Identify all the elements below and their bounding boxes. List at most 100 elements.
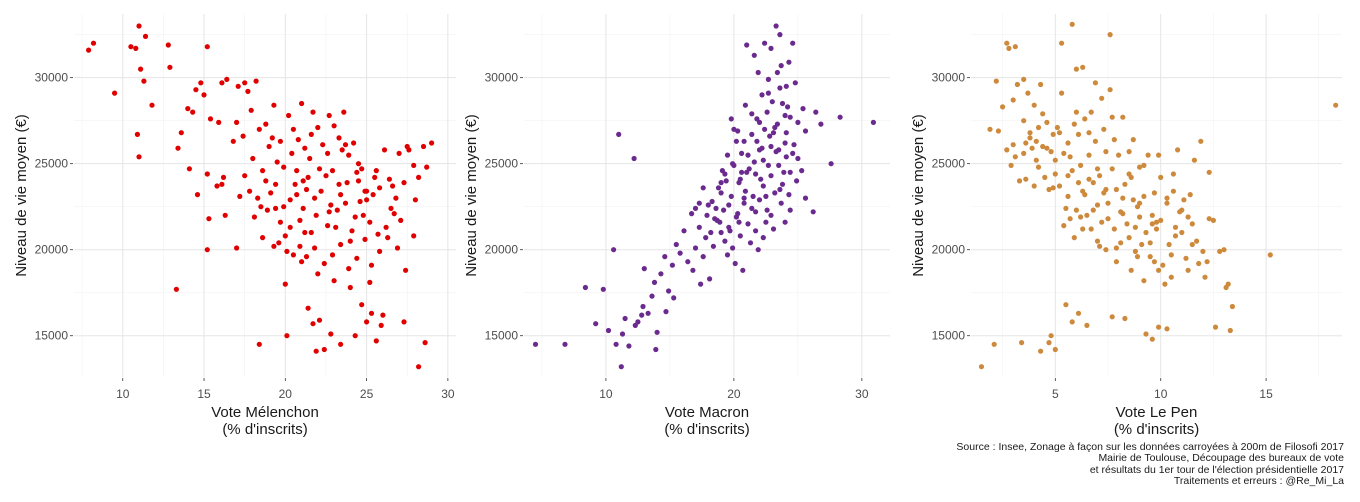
data-point bbox=[271, 243, 277, 249]
data-point bbox=[1107, 31, 1113, 38]
data-point bbox=[732, 260, 738, 267]
data-point bbox=[639, 312, 645, 318]
data-point bbox=[751, 159, 757, 165]
data-point bbox=[1099, 95, 1105, 101]
data-point bbox=[373, 338, 379, 344]
data-point bbox=[260, 168, 266, 174]
data-point bbox=[1156, 267, 1162, 273]
data-point bbox=[1149, 336, 1155, 342]
data-point bbox=[1333, 102, 1339, 108]
data-point bbox=[795, 155, 801, 162]
data-point bbox=[605, 327, 612, 334]
data-point bbox=[1113, 259, 1119, 265]
data-point bbox=[284, 248, 290, 254]
data-point bbox=[782, 219, 788, 225]
data-point bbox=[216, 119, 222, 125]
data-point bbox=[310, 109, 316, 115]
data-point bbox=[1056, 183, 1063, 189]
data-point bbox=[1084, 322, 1090, 328]
data-point bbox=[1008, 162, 1014, 168]
data-point bbox=[1031, 102, 1037, 108]
data-point bbox=[1092, 80, 1098, 86]
data-point bbox=[386, 176, 392, 182]
data-point bbox=[360, 212, 366, 218]
data-point bbox=[1170, 188, 1176, 194]
data-point bbox=[1149, 212, 1155, 218]
data-point bbox=[1040, 143, 1046, 150]
data-point bbox=[355, 161, 362, 167]
data-point bbox=[1044, 119, 1050, 125]
data-point bbox=[779, 100, 786, 107]
data-point bbox=[315, 271, 321, 277]
data-point bbox=[742, 102, 749, 108]
data-point bbox=[1132, 224, 1138, 230]
data-point bbox=[1210, 217, 1216, 223]
data-point bbox=[641, 266, 647, 272]
data-point bbox=[810, 209, 816, 215]
data-point bbox=[1164, 200, 1170, 206]
data-point bbox=[331, 123, 337, 129]
data-point bbox=[359, 166, 365, 172]
data-point bbox=[1130, 137, 1136, 143]
data-point bbox=[404, 143, 410, 150]
data-point bbox=[1172, 233, 1179, 239]
data-point bbox=[1151, 190, 1157, 196]
data-point bbox=[352, 214, 358, 220]
data-point bbox=[175, 145, 181, 151]
data-point bbox=[669, 262, 676, 268]
data-point bbox=[1160, 262, 1166, 268]
data-point bbox=[375, 231, 381, 237]
data-point bbox=[768, 212, 774, 218]
data-point bbox=[1223, 284, 1229, 291]
data-point bbox=[1054, 124, 1060, 131]
data-point bbox=[802, 128, 809, 134]
y-tick-label: 25000 bbox=[932, 157, 966, 171]
data-point bbox=[230, 138, 236, 144]
data-point bbox=[783, 154, 789, 160]
data-point bbox=[760, 183, 766, 189]
data-point bbox=[786, 59, 792, 65]
data-point bbox=[1092, 138, 1098, 144]
data-point bbox=[276, 240, 282, 246]
data-point bbox=[237, 193, 243, 199]
data-point bbox=[1063, 302, 1069, 308]
data-point bbox=[1120, 195, 1126, 201]
source-caption: Source : Insee, Zonage à façon sur les d… bbox=[956, 441, 1344, 488]
data-point bbox=[791, 142, 797, 148]
data-point bbox=[1073, 66, 1079, 72]
data-point bbox=[1063, 205, 1069, 211]
data-point bbox=[762, 126, 768, 132]
data-point bbox=[354, 255, 360, 261]
data-point bbox=[756, 147, 763, 153]
data-point bbox=[1196, 260, 1202, 267]
data-point bbox=[735, 211, 741, 217]
data-point bbox=[312, 245, 318, 251]
data-point bbox=[297, 243, 303, 249]
data-point bbox=[776, 162, 782, 168]
data-point bbox=[1031, 183, 1037, 189]
data-point bbox=[263, 121, 269, 127]
data-point bbox=[325, 223, 331, 229]
x-tick-label: 25 bbox=[360, 387, 374, 401]
data-point bbox=[1040, 111, 1046, 117]
data-point bbox=[1080, 188, 1086, 194]
data-point bbox=[219, 181, 225, 187]
data-point bbox=[1147, 240, 1153, 246]
data-point bbox=[302, 229, 308, 236]
data-point bbox=[248, 107, 254, 113]
data-point bbox=[1012, 44, 1018, 50]
data-point bbox=[1086, 152, 1092, 158]
data-point bbox=[403, 267, 409, 273]
data-point bbox=[1124, 221, 1130, 227]
data-point bbox=[1052, 346, 1058, 353]
x-tick-label: 30 bbox=[441, 387, 455, 401]
data-point bbox=[712, 216, 718, 222]
data-point bbox=[86, 47, 92, 53]
data-point bbox=[289, 150, 295, 156]
y-tick-label: 15000 bbox=[485, 329, 519, 343]
data-point bbox=[1082, 116, 1088, 122]
data-point bbox=[1137, 214, 1143, 220]
data-point bbox=[728, 193, 734, 199]
data-point bbox=[368, 262, 375, 268]
data-point bbox=[282, 281, 288, 287]
